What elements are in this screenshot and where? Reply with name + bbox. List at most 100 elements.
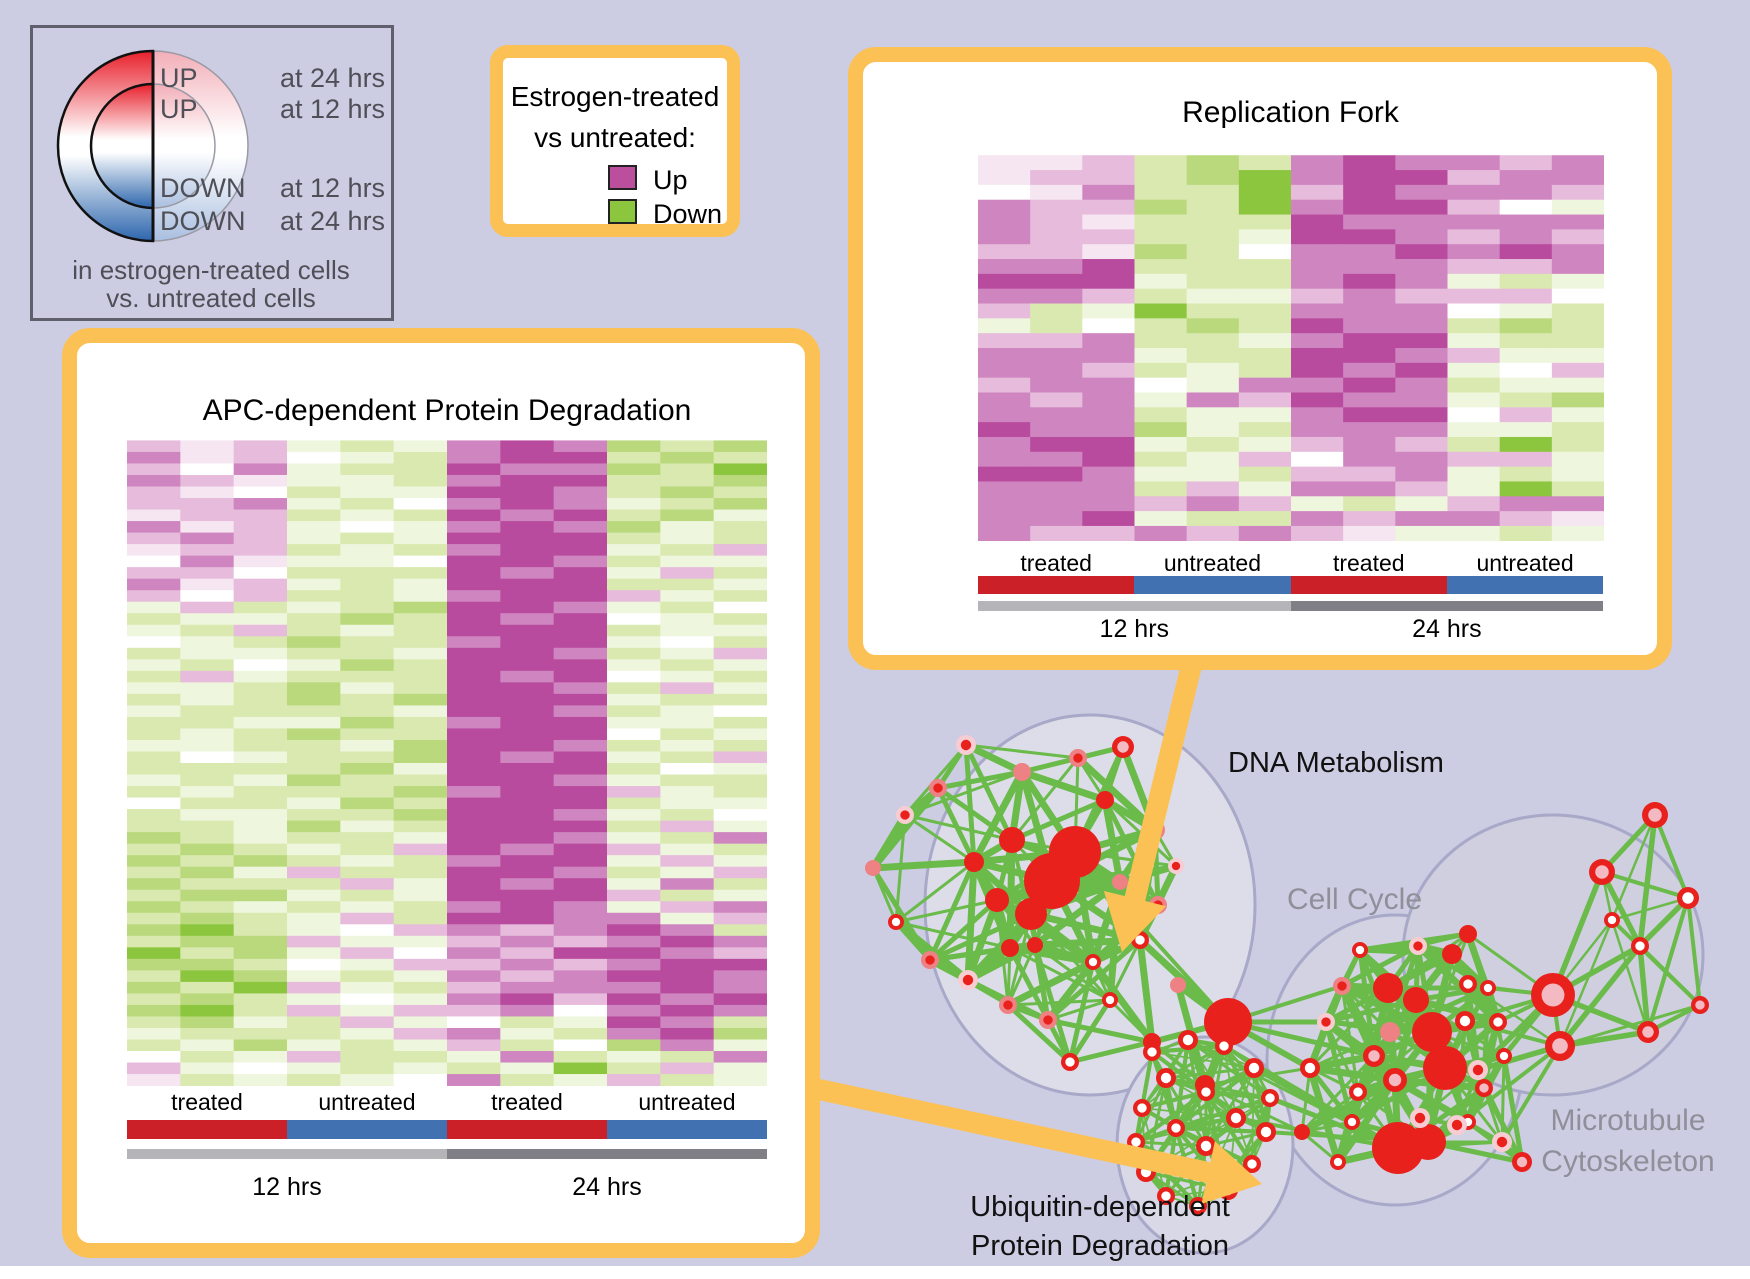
network-bridge-edge <box>1500 1044 1562 1144</box>
network-node <box>1380 1022 1400 1042</box>
network-bridge-edge <box>1150 1040 1207 1087</box>
network-bridge-edge <box>1653 814 1690 899</box>
network-bridge-edge <box>1073 850 1230 1024</box>
replication_fork-group-label-0: treated <box>1020 550 1092 576</box>
network-node-center <box>1065 1057 1075 1067</box>
network-node-center <box>933 783 943 793</box>
up-label: Up <box>653 165 688 195</box>
network-node <box>1204 998 1252 1046</box>
network-node-center <box>1200 1140 1212 1152</box>
network-node <box>1001 939 1019 957</box>
arrow-apc-to-ubiquitin-shaft <box>809 1077 1217 1185</box>
network-node <box>1170 977 1186 993</box>
network-node-center <box>1137 1103 1147 1113</box>
network-node-center <box>1682 892 1694 904</box>
apc-heatmap <box>127 440 767 1086</box>
network-node <box>1013 763 1031 781</box>
network-bridge-edge <box>1187 1038 1399 1150</box>
apc-group-label-2: treated <box>491 1089 563 1115</box>
legend-footer-line1: in estrogen-treated cells <box>72 255 350 285</box>
network-node <box>1096 791 1114 809</box>
apc-treated-bar-0 <box>127 1120 287 1139</box>
apc-time-label-0: 12 hrs <box>252 1173 322 1201</box>
network-node-center <box>1219 1041 1229 1051</box>
network-node-center <box>1321 1017 1331 1027</box>
apc-untreated-bar-3 <box>606 1120 767 1139</box>
inner-right-half <box>152 83 216 209</box>
network-node-center <box>1496 1136 1508 1148</box>
network-node-center <box>1388 1073 1402 1087</box>
replication_fork-untreated-bar-1 <box>1134 576 1291 594</box>
apc-time-bar-0 <box>127 1149 447 1159</box>
estrogen-legend-title-line1: Estrogen-treated <box>510 81 720 112</box>
network-node-center <box>900 810 910 820</box>
network-node-center <box>1304 1062 1316 1074</box>
network-node-center <box>1413 941 1423 951</box>
network-node-center <box>1607 915 1617 925</box>
network-node-center <box>1414 1112 1426 1124</box>
network-node <box>1403 987 1429 1013</box>
network-node-center <box>1479 1083 1489 1093</box>
replication_fork-time-bar-1 <box>1290 601 1604 611</box>
network-node <box>1112 874 1128 890</box>
legend-up-24: UP <box>160 63 198 93</box>
network-node-center <box>1182 1034 1194 1046</box>
network-node <box>1015 898 1047 930</box>
network-bridge-edge <box>1559 1003 1701 1048</box>
bottom-white-margin <box>0 1266 1750 1279</box>
network-node <box>1294 1124 1310 1140</box>
microtubule-label-line2: Cytoskeleton <box>1541 1144 1715 1178</box>
arrow-apc-to-ubiquitin-head <box>1201 1141 1262 1204</box>
legend-up-24-time: at 24 hrs <box>280 63 386 93</box>
replication_fork-group-label-3: untreated <box>1476 550 1574 576</box>
network-node-center <box>1201 1087 1211 1097</box>
network-node <box>1024 853 1080 909</box>
network-node-center <box>1260 1126 1272 1138</box>
network-node-center <box>1499 1051 1509 1061</box>
network-node-center <box>1642 1026 1654 1038</box>
up-swatch <box>608 165 637 190</box>
network-node-center <box>1147 1047 1157 1057</box>
network-node <box>865 860 881 876</box>
ubiquitin-degradation-label: Ubiquitin-dependent Protein Degradation <box>940 1188 1260 1266</box>
network-node-center <box>1247 1159 1257 1169</box>
legend-down-12: DOWN <box>160 173 246 203</box>
network-node-center <box>1265 1093 1275 1103</box>
replication_fork-time-label-0: 12 hrs <box>1099 615 1170 643</box>
network-node-center <box>1483 983 1493 993</box>
arrow-replication-to-dna-head <box>1103 891 1167 952</box>
replication_fork-group-label-2: treated <box>1332 550 1405 576</box>
network-node-center <box>1073 753 1083 763</box>
network-node <box>985 888 1009 912</box>
ubiquitin-label-line2: Protein Degradation <box>971 1230 1229 1263</box>
network-node-center <box>1105 995 1115 1005</box>
network-node-center <box>1131 1137 1141 1147</box>
network-node <box>1423 1046 1467 1090</box>
network-node-center <box>1635 941 1645 951</box>
replication_fork-heatmap <box>978 155 1604 541</box>
network-node-center <box>1248 1062 1260 1074</box>
concentric-circles-diagram <box>56 49 249 243</box>
network-node <box>1442 944 1462 964</box>
legend-up-12-time: at 12 hrs <box>280 94 386 124</box>
ubiquitin-label-line1: Ubiquitin-dependent <box>970 1191 1230 1223</box>
network-node <box>1412 1012 1452 1052</box>
network-node-center <box>1595 865 1609 879</box>
legend-up-12: UP <box>160 94 198 124</box>
network-bridge-edge <box>1646 897 1690 1033</box>
legend-down-12-time: at 12 hrs <box>280 173 386 203</box>
apc-time-label-1: 24 hrs <box>572 1173 642 1201</box>
network-node-center <box>1088 957 1098 967</box>
network-node <box>964 852 984 872</box>
network-node-center <box>1043 1015 1053 1025</box>
network-node-center <box>1695 1000 1705 1010</box>
network-node-center <box>1135 935 1145 945</box>
network-node-center <box>1160 1072 1172 1084</box>
replication_fork-treated-bar-2 <box>1290 576 1447 594</box>
network-node-center <box>1648 808 1662 822</box>
apc-title: APC-dependent Protein Degradation <box>202 394 692 427</box>
replication_fork-time-label-1: 24 hrs <box>1412 615 1482 643</box>
network-node-center <box>1353 1087 1363 1097</box>
network-node-center <box>1552 1038 1568 1054</box>
